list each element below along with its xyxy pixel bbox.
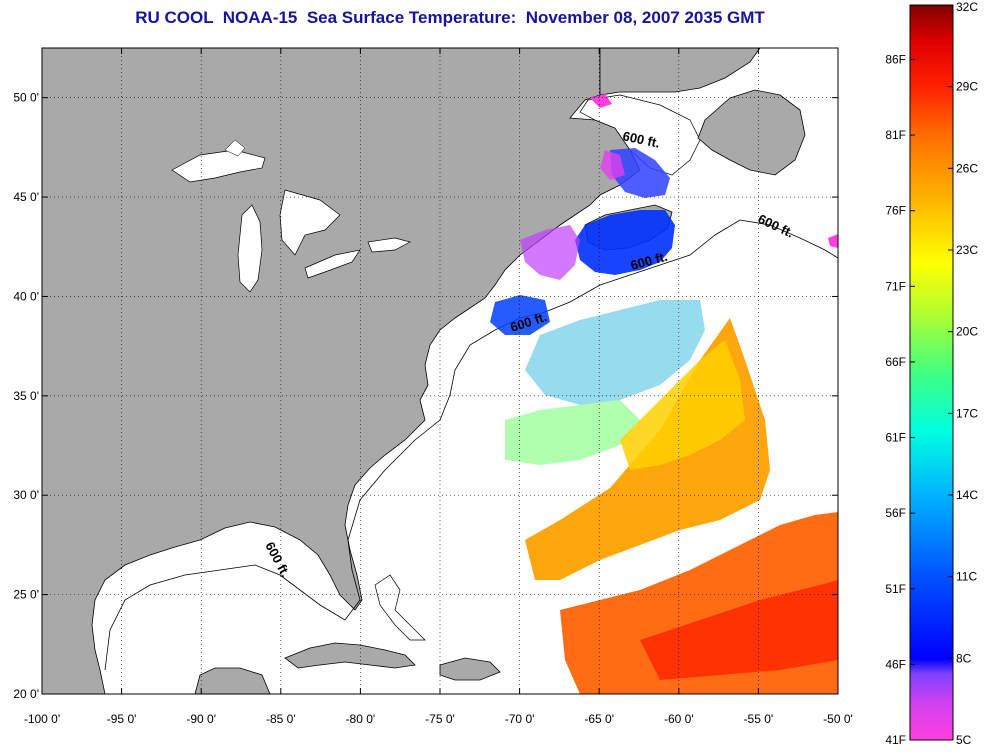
- colorbar-c-label: 8C: [956, 651, 972, 665]
- colorbar: [910, 5, 953, 740]
- colorbar-c-label: 23C: [956, 243, 978, 257]
- colorbar-c-label: 5C: [956, 733, 972, 747]
- x-tick-label: -90 0': [186, 712, 216, 726]
- colorbar-c-label: 32C: [956, 0, 978, 14]
- x-tick-label: -75 0': [425, 712, 455, 726]
- y-tick-label: 40 0': [13, 289, 39, 303]
- colorbar-c-label: 14C: [956, 488, 978, 502]
- colorbar-c-label: 20C: [956, 325, 978, 339]
- colorbar-c-label: 17C: [956, 406, 978, 420]
- y-tick-label: 45 0': [13, 190, 39, 204]
- y-tick-label: 30 0': [13, 488, 39, 502]
- colorbar-c-label: 29C: [956, 80, 978, 94]
- y-tick-label: 20 0': [13, 687, 39, 701]
- x-tick-label: -70 0': [505, 712, 535, 726]
- colorbar-c-label: 26C: [956, 161, 978, 175]
- x-tick-label: -50 0': [823, 712, 853, 726]
- sst-map-figure: 600 ft. 600 ft. 600 ft. 600 ft. 600 ft. …: [0, 0, 984, 754]
- colorbar-f-label: 76F: [885, 204, 906, 218]
- colorbar-f-label: 66F: [885, 355, 906, 369]
- x-tick-label: -85 0': [266, 712, 296, 726]
- x-tick-label: -55 0': [744, 712, 774, 726]
- colorbar-f-label: 86F: [885, 52, 906, 66]
- x-tick-label: -65 0': [584, 712, 614, 726]
- lake-michigan: [238, 205, 262, 292]
- y-tick-label: 50 0': [13, 91, 39, 105]
- colorbar-f-label: 56F: [885, 506, 906, 520]
- x-tick-label: -80 0': [346, 712, 376, 726]
- x-tick-label: -100 0': [24, 712, 60, 726]
- colorbar-f-label: 51F: [885, 582, 906, 596]
- colorbar-f-label: 61F: [885, 431, 906, 445]
- colorbar-f-label: 71F: [885, 279, 906, 293]
- colorbar-f-label: 46F: [885, 657, 906, 671]
- y-tick-label: 25 0': [13, 588, 39, 602]
- colorbar-c-label: 11C: [956, 570, 977, 584]
- colorbar-f-label: 41F: [885, 733, 906, 747]
- colorbar-f-label: 81F: [885, 128, 906, 142]
- x-tick-label: -60 0': [664, 712, 694, 726]
- y-tick-label: 35 0': [13, 389, 39, 403]
- x-tick-label: -95 0': [107, 712, 137, 726]
